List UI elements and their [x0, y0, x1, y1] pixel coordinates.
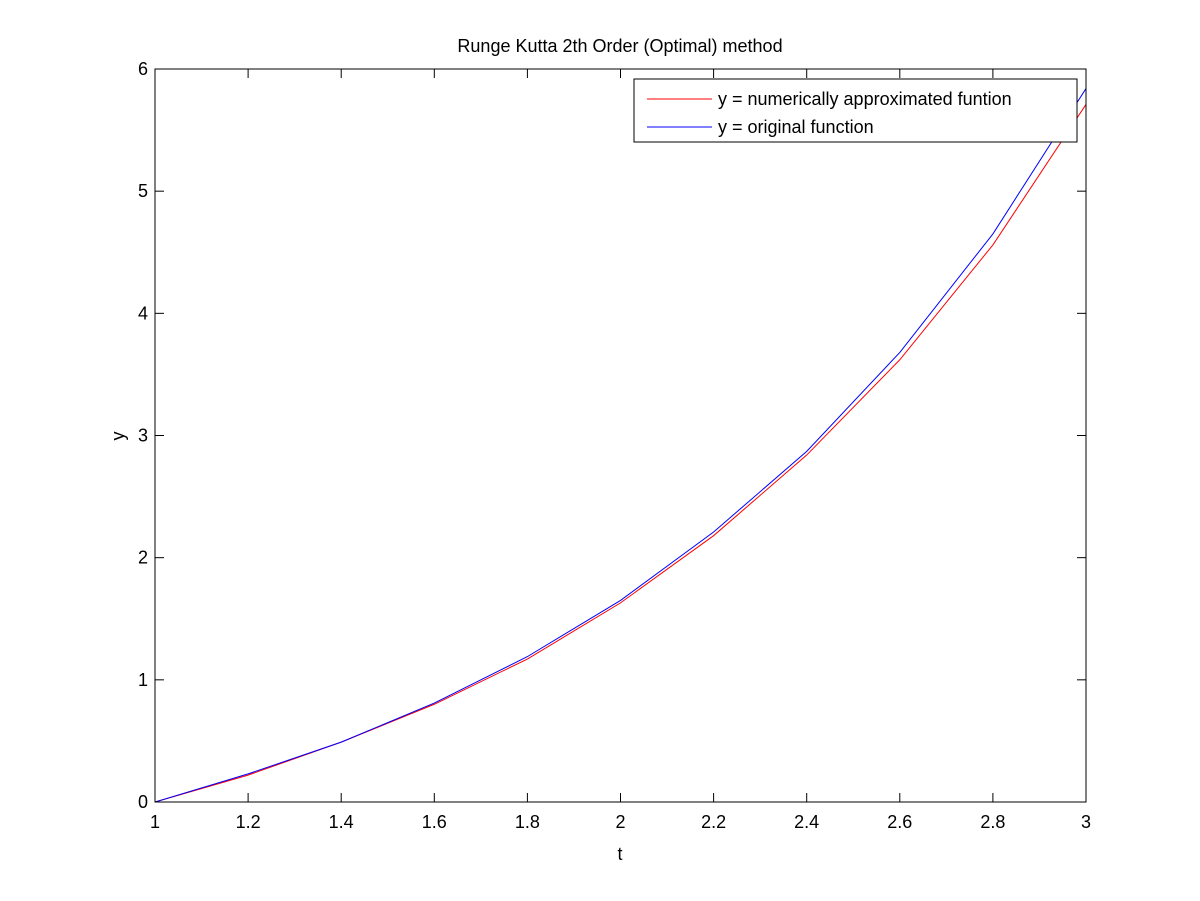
legend-label-2: y = original function [718, 117, 874, 137]
x-tick-label: 2 [615, 812, 625, 832]
legend-label-1: y = numerically approximated funtion [718, 89, 1012, 109]
x-tick-label: 1.2 [236, 812, 261, 832]
y-tick-label: 0 [138, 792, 148, 812]
y-tick-label: 5 [138, 181, 148, 201]
x-tick-label: 3 [1081, 812, 1091, 832]
y-tick-label: 3 [138, 426, 148, 446]
y-tick-label: 2 [138, 548, 148, 568]
x-axis-label: t [617, 844, 622, 864]
y-tick-label: 1 [138, 670, 148, 690]
x-tick-label: 2.2 [701, 812, 726, 832]
x-tick-label: 1.6 [422, 812, 447, 832]
chart-title: Runge Kutta 2th Order (Optimal) method [457, 36, 782, 56]
x-tick-label: 2.6 [887, 812, 912, 832]
y-axis-label: y [108, 432, 128, 441]
legend-box [633, 78, 1078, 143]
y-tick-label: 4 [138, 303, 148, 323]
series-line-2 [155, 88, 1086, 802]
x-tick-label: 1 [150, 812, 160, 832]
x-tick-label: 2.8 [980, 812, 1005, 832]
x-tick-label: 2.4 [794, 812, 819, 832]
x-tick-label: 1.4 [329, 812, 354, 832]
y-tick-label: 6 [138, 59, 148, 79]
x-tick-label: 1.8 [515, 812, 540, 832]
